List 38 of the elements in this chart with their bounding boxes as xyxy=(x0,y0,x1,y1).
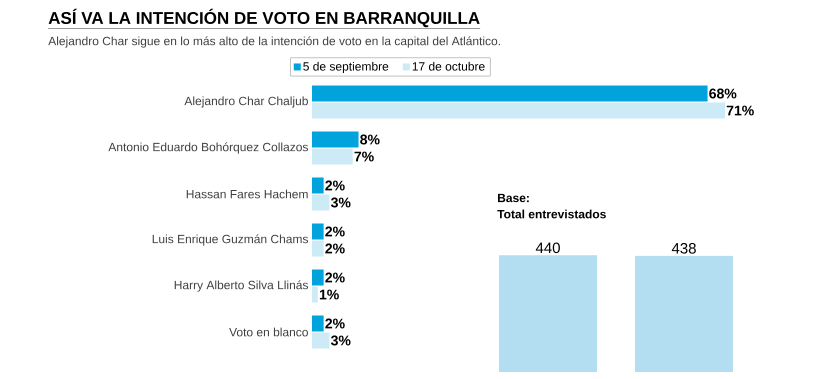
data-label: 7% xyxy=(354,152,374,162)
data-label: 3% xyxy=(330,198,351,208)
bar xyxy=(312,102,725,119)
y-tick-label: Antonio Eduardo Bohórquez Collazos xyxy=(108,142,308,154)
y-tick-label: Hassan Fares Hachem xyxy=(186,190,308,198)
y-tick-label: Luis Enrique Guzmán Chams xyxy=(152,234,308,246)
data-label: 3% xyxy=(330,336,351,346)
data-label: 2% xyxy=(325,180,345,191)
bar xyxy=(312,178,324,194)
data-label: 68% xyxy=(709,88,736,99)
bar xyxy=(312,194,330,211)
y-tick-label: Alejandro Char Chaljub xyxy=(184,96,308,108)
bar xyxy=(312,86,708,102)
chart-title: ASÍ VA LA INTENCIÓN DE VOTO EN BARRANQUILLA xyxy=(48,8,480,28)
bar xyxy=(312,224,324,240)
data-label: 8% xyxy=(360,134,380,145)
bar xyxy=(312,148,353,165)
bar xyxy=(312,132,359,148)
chart-subtitle: Alejandro Char sigue en lo más alto de la intención de voto en la capital del Atlántico. xyxy=(48,36,500,48)
bar xyxy=(312,316,324,332)
data-label: 2% xyxy=(325,272,345,283)
data-label: 2% xyxy=(325,226,345,237)
bar xyxy=(312,270,324,286)
data-label: 2% xyxy=(325,318,345,329)
legend-label: 5 de septiembre xyxy=(303,62,388,74)
data-label: 440 xyxy=(536,242,560,254)
chart-subtitle: Total entrevistados xyxy=(497,210,606,218)
y-tick-label: Harry Alberto Silva Llinás xyxy=(174,280,308,292)
data-label: 2% xyxy=(325,244,345,254)
bar xyxy=(312,240,324,257)
data-label: 438 xyxy=(672,243,696,254)
bar xyxy=(312,332,330,349)
chart-title: Base: xyxy=(498,194,529,202)
legend-label: 17 de octubre xyxy=(412,62,485,71)
y-tick-label: Voto en blanco xyxy=(229,328,308,336)
data-label: 71% xyxy=(726,106,754,116)
data-label: 1% xyxy=(320,290,339,300)
bar xyxy=(312,286,318,303)
